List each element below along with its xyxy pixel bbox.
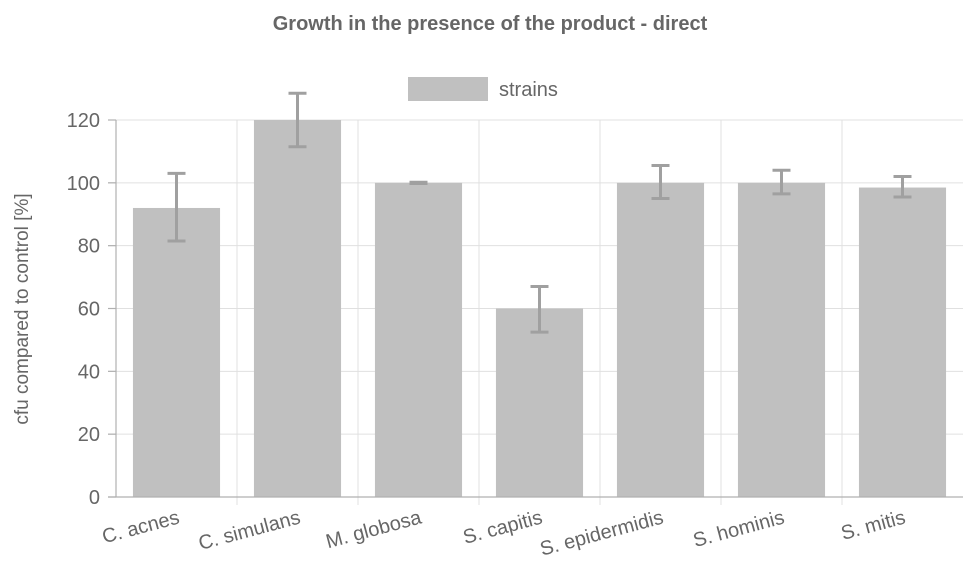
error-bars	[167, 91, 912, 334]
bar	[132, 207, 221, 497]
x-tick-label: S. epidermidis	[538, 507, 666, 561]
y-tick-label: 0	[89, 487, 100, 509]
chart-title: Growth in the presence of the product - …	[273, 13, 708, 35]
gridlines	[108, 119, 963, 505]
y-tick-label: 60	[78, 299, 100, 321]
y-tick-labels: 0 20 40 60 80 100 120	[67, 110, 100, 509]
y-tick-label: 20	[78, 424, 100, 446]
y-tick-label: 120	[67, 110, 100, 132]
x-tick-labels: C. acnes C. simulans M. globosa S. capitisS…	[100, 506, 908, 560]
legend: strains	[408, 77, 558, 101]
bar	[253, 120, 342, 497]
x-tick-label: S. capitis	[461, 507, 545, 549]
bar	[737, 182, 826, 498]
x-tick-label: C. simulans	[196, 507, 303, 555]
y-tick-label: 40	[78, 361, 100, 383]
x-tick-label: S. hominis	[691, 507, 787, 552]
x-tick-label: M. globosa	[324, 506, 425, 553]
bar	[858, 187, 947, 497]
y-axis-title: cfu compared to control [%]	[12, 193, 33, 424]
bar	[374, 182, 463, 498]
legend-swatch	[408, 77, 488, 101]
y-tick-label: 80	[78, 236, 100, 258]
y-tick-label: 100	[67, 173, 100, 195]
x-tick-label: S. mitis	[839, 507, 908, 545]
axes	[108, 119, 963, 498]
bars	[132, 120, 947, 498]
x-tick-label: C. acnes	[100, 507, 182, 549]
bar	[495, 308, 584, 497]
legend-label: strains	[499, 79, 558, 101]
bar	[616, 182, 705, 498]
